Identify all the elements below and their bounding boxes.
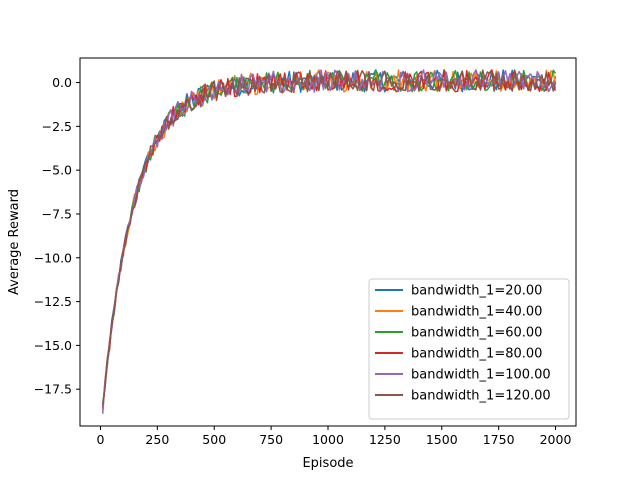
legend-entry-label: bandwidth_1=60.00: [411, 326, 542, 341]
y-tick-label: −7.5: [42, 206, 72, 221]
x-tick-label: 250: [145, 432, 169, 447]
legend-box: [368, 278, 570, 420]
legend: bandwidth_1=20.00 bandwidth_1=40.00bandwi…: [368, 278, 570, 420]
legend-entry-label: bandwidth_1=20.00: [411, 284, 542, 299]
legend-entry-label: bandwidth_1=80.00: [411, 347, 542, 362]
y-axis: −17.5 −15.0 −12.5 −10.0 −7.5 −5.0 −2.5 0.0: [34, 75, 80, 397]
legend-entry-label: bandwidth_1=100.00: [411, 368, 551, 383]
series-lines: [102, 69, 557, 414]
x-tick-label: 0: [97, 432, 105, 447]
y-tick-label: −12.5: [34, 294, 72, 309]
x-axis: 0 250 500 750 1000 1250 1500 1750 2000: [97, 426, 572, 447]
x-axis-label: Episode: [302, 456, 353, 471]
x-tick-label: 2000: [540, 432, 572, 447]
y-tick-label: −5.0: [42, 163, 72, 178]
y-tick-label: −2.5: [42, 119, 72, 134]
y-tick-label: −10.0: [34, 250, 72, 265]
y-axis-label: Average Reward: [7, 189, 22, 295]
x-tick-label: 750: [259, 432, 283, 447]
x-tick-label: 1250: [369, 432, 401, 447]
y-tick-label: −15.0: [34, 338, 72, 353]
x-tick-label: 1000: [312, 432, 344, 447]
y-tick-label: −17.5: [34, 382, 72, 397]
series-line: [102, 69, 557, 406]
y-tick-label: 0.0: [52, 75, 72, 90]
legend-entry-label: bandwidth_1=120.00: [411, 389, 551, 404]
series-line: [102, 69, 557, 409]
x-tick-label: 500: [202, 432, 226, 447]
legend-entry-label: bandwidth_1=40.00: [411, 305, 542, 320]
x-tick-label: 1500: [426, 432, 458, 447]
x-tick-label: 1750: [483, 432, 515, 447]
